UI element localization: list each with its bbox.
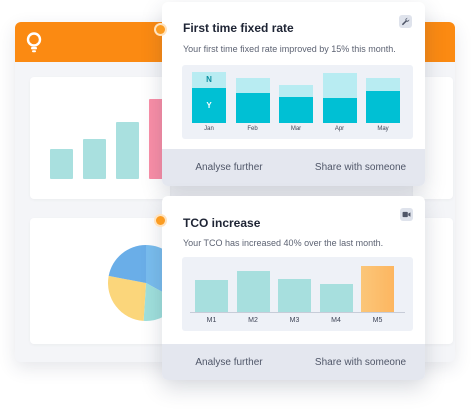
x-tick-label: M5	[372, 317, 383, 324]
x-tick-label: M4	[331, 317, 341, 324]
card-subtitle: Your TCO has increased 40% over the last…	[183, 238, 384, 248]
background-bar	[83, 139, 106, 179]
card-title: First time fixed rate	[183, 21, 294, 35]
wrench-icon[interactable]	[399, 15, 412, 28]
bar-segment-n	[192, 72, 226, 89]
bar-segment-y	[366, 91, 400, 123]
tco-card: TCO increase Your TCO has increased 40% …	[162, 196, 425, 380]
background-pie-card	[30, 218, 184, 344]
card-footer: Analyse further Share with someone	[162, 149, 425, 186]
bar	[319, 284, 353, 312]
x-tick-label: M1	[206, 317, 217, 324]
bar-segment-n	[279, 84, 313, 98]
bar-segment-n	[322, 72, 357, 98]
card-title: TCO increase	[183, 216, 261, 230]
bar-segment-y	[235, 92, 270, 123]
x-tick-label: May	[377, 126, 389, 132]
series-tag-n: N	[206, 75, 212, 85]
card-footer: Analyse further Share with someone	[162, 344, 425, 380]
analyse-further-button[interactable]: Analyse further	[195, 162, 263, 173]
fixed-rate-chart: Jan Y N Feb Mar Apr May	[182, 65, 413, 139]
pie-slice	[108, 275, 146, 321]
x-tick-label: Feb	[247, 126, 258, 132]
bar	[195, 279, 228, 312]
background-bar-card	[30, 77, 205, 199]
x-tick-label: M2	[248, 317, 258, 324]
bar	[236, 270, 270, 312]
background-bar	[116, 122, 139, 179]
bar	[361, 265, 394, 312]
bar-segment-n	[235, 77, 270, 93]
bar	[278, 279, 311, 312]
card-subtitle: Your first time fixed rate improved by 1…	[183, 44, 396, 54]
share-button[interactable]: Share with someone	[314, 162, 407, 173]
bar-segment-y	[279, 97, 313, 123]
analyse-further-button[interactable]: Analyse further	[195, 356, 263, 368]
baseline	[190, 312, 405, 313]
notification-dot	[156, 25, 165, 34]
bulb-icon	[26, 32, 42, 53]
bar-segment-n	[366, 77, 400, 92]
x-tick-label: Jan	[204, 126, 214, 132]
bar-segment-y	[192, 88, 226, 123]
background-bar-chart	[50, 97, 205, 179]
notification-dot	[156, 216, 165, 225]
x-tick-label: Mar	[290, 126, 302, 132]
bar-segment-y	[322, 97, 357, 123]
fixed-rate-card: First time fixed rate Your first time fi…	[162, 2, 425, 186]
x-tick-label: M3	[289, 317, 300, 324]
pie-slice	[108, 245, 146, 283]
video-icon[interactable]	[400, 208, 413, 221]
x-tick-label: Apr	[334, 126, 345, 132]
background-bar	[50, 148, 73, 179]
share-button[interactable]: Share with someone	[314, 356, 407, 368]
series-tag-y: Y	[206, 100, 212, 110]
tco-chart: M1 M2 M3 M4 M5	[182, 257, 413, 331]
